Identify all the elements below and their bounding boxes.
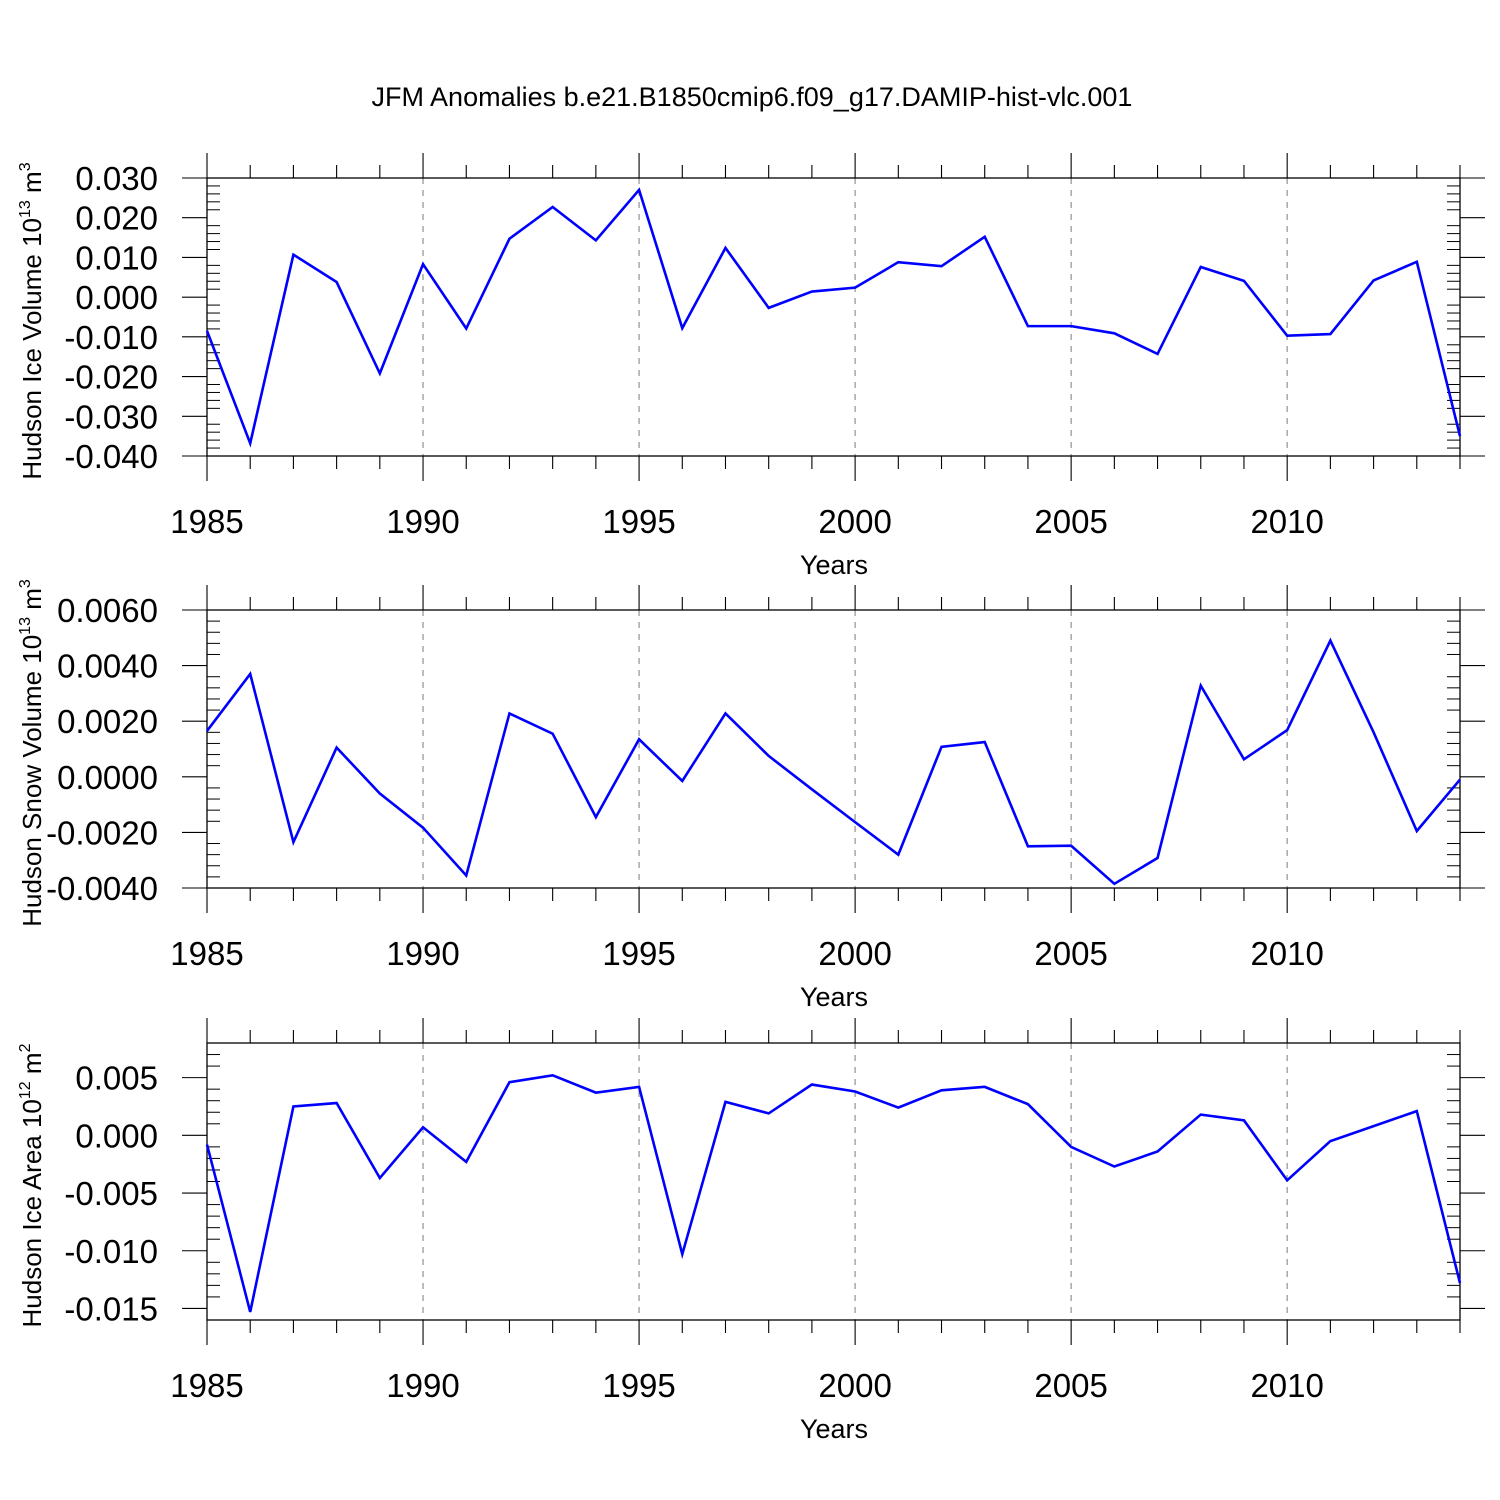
y-tick-label: -0.010 bbox=[64, 319, 158, 356]
y-tick-label: 0.0060 bbox=[57, 592, 158, 629]
x-tick-label: 2000 bbox=[818, 935, 891, 972]
panels: -0.040-0.030-0.020-0.0100.0000.0100.0200… bbox=[17, 153, 1485, 1444]
y-tick-label: -0.005 bbox=[64, 1175, 158, 1212]
x-tick-label: 1985 bbox=[170, 935, 243, 972]
y-tick-label: -0.020 bbox=[64, 359, 158, 396]
y-axis-label-text: m bbox=[17, 171, 47, 200]
x-tick-label: 2000 bbox=[818, 1367, 891, 1404]
x-axis-label: Years bbox=[800, 982, 868, 1012]
x-tick-label: 2010 bbox=[1250, 935, 1323, 972]
chart-panel-1: -0.040-0.030-0.020-0.0100.0000.0100.0200… bbox=[17, 153, 1485, 580]
y-tick-label: 0.0000 bbox=[57, 759, 158, 796]
chart-panel-3: -0.015 -0.010 -0.005 0.000 0.005 1985 1990 1995… bbox=[17, 1018, 1485, 1444]
y-tick-label: 0.010 bbox=[75, 239, 158, 276]
y-axis-label-superscript: 13 bbox=[17, 200, 34, 218]
y-axis-label-text: Hudson Ice Volume 10 bbox=[17, 218, 47, 480]
y-axis-label-superscript: 12 bbox=[17, 1081, 34, 1099]
x-tick-label: 1995 bbox=[602, 935, 675, 972]
x-tick-label: 2010 bbox=[1250, 503, 1323, 540]
x-tick-label: 1990 bbox=[386, 503, 459, 540]
plot-frame bbox=[206, 1042, 1461, 1321]
x-tick-label: 1990 bbox=[386, 1367, 459, 1404]
y-tick-label: 0.0020 bbox=[57, 703, 158, 740]
y-axis-label-text: m bbox=[17, 1052, 47, 1081]
x-tick-label: 2010 bbox=[1250, 1367, 1323, 1404]
y-axis-label-superscript: 13 bbox=[17, 617, 34, 635]
x-tick-label: 1995 bbox=[602, 503, 675, 540]
series-line bbox=[205, 1073, 1462, 1313]
y-tick-label: -0.030 bbox=[64, 398, 158, 435]
y-tick-label: 0.0040 bbox=[57, 648, 158, 685]
y-tick-label: 0.000 bbox=[75, 1117, 158, 1154]
y-axis-label: Hudson Snow Volume 1013 m3 bbox=[17, 579, 47, 927]
figure-title: JFM Anomalies b.e21.B1850cmip6.f09_g17.D… bbox=[372, 82, 1133, 112]
y-axis-label-superscript: 3 bbox=[17, 162, 34, 171]
x-tick-label: 2005 bbox=[1034, 935, 1107, 972]
x-tick-label: 1995 bbox=[602, 1367, 675, 1404]
y-tick-label: -0.040 bbox=[64, 438, 158, 475]
series-line bbox=[205, 637, 1461, 886]
y-axis-label: Hudson Ice Volume 1013 m3 bbox=[17, 162, 47, 479]
x-tick-label: 2005 bbox=[1034, 503, 1107, 540]
x-axis-label: Years bbox=[800, 550, 868, 580]
y-axis-label-text: Hudson Ice Area 10 bbox=[17, 1099, 47, 1327]
x-tick-label: 2005 bbox=[1034, 1367, 1107, 1404]
y-tick-label: 0.020 bbox=[75, 200, 158, 237]
y-tick-label: -0.0020 bbox=[46, 814, 158, 851]
y-tick-label: 0.005 bbox=[75, 1060, 158, 1097]
chart-panel-2: -0.0040 -0.0020 0.0000 0.0020 0.0040 0.0060 19… bbox=[17, 579, 1485, 1012]
y-tick-label: -0.0040 bbox=[46, 870, 158, 907]
y-axis-label-text: m bbox=[17, 588, 47, 617]
x-tick-label: 1985 bbox=[170, 1367, 243, 1404]
y-axis-label-text: Hudson Snow Volume 10 bbox=[17, 635, 47, 927]
series-line bbox=[205, 187, 1462, 448]
y-axis-label: Hudson Ice Area 1012 m2 bbox=[17, 1043, 47, 1327]
x-tick-label: 1990 bbox=[386, 935, 459, 972]
plot-frame bbox=[206, 177, 1461, 457]
y-tick-label: 0.000 bbox=[75, 279, 158, 316]
y-tick-label: -0.015 bbox=[64, 1290, 158, 1327]
x-axis-label: Years bbox=[800, 1414, 868, 1444]
x-tick-label: 2000 bbox=[818, 503, 891, 540]
y-axis-label-superscript: 3 bbox=[17, 579, 34, 588]
y-tick-label: -0.010 bbox=[64, 1233, 158, 1270]
x-tick-label: 1985 bbox=[170, 503, 243, 540]
y-axis-label-superscript: 2 bbox=[17, 1043, 34, 1052]
y-tick-label: 0.030 bbox=[75, 160, 158, 197]
plot-frame bbox=[206, 609, 1461, 889]
